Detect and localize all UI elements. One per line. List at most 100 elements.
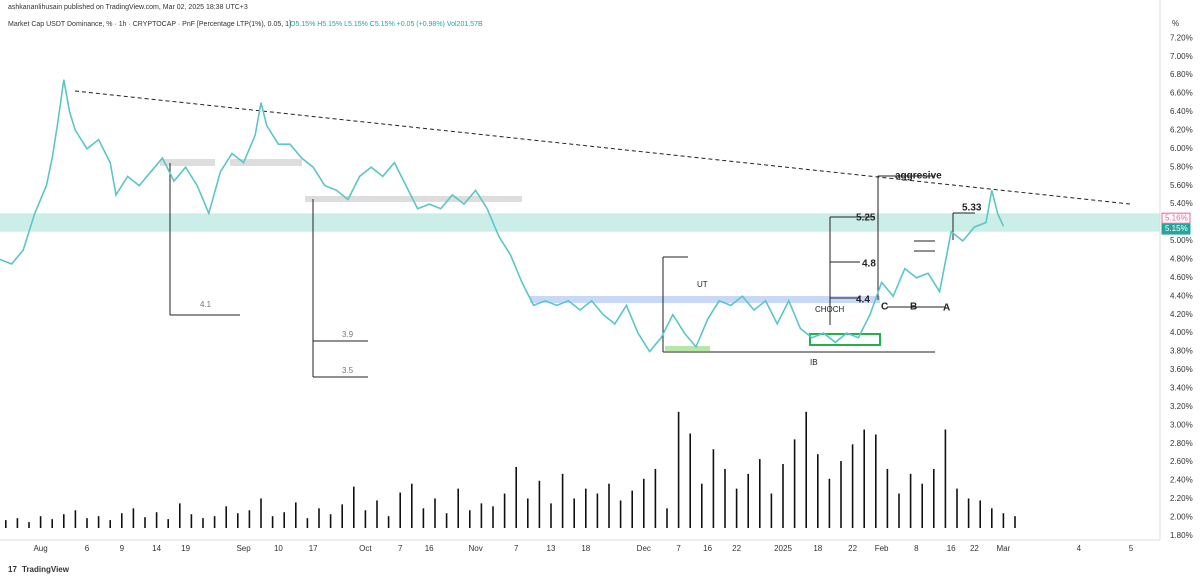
volume-bar [596, 493, 599, 528]
volume-bar [608, 483, 610, 528]
price-label-box [1161, 212, 1191, 224]
volume-bar [689, 433, 691, 528]
price-label: 5.15% [1165, 224, 1188, 233]
x-tick-label: 5 [1129, 544, 1134, 553]
price-label-box [1161, 223, 1191, 235]
volume-bar [341, 504, 343, 528]
x-tick-label: 16 [425, 544, 434, 553]
zone [809, 333, 881, 346]
y-tick-label: 5.60% [1170, 181, 1193, 190]
volume-bar [469, 510, 471, 528]
ohlc: O5.15% H5.15% L5.15% C5.15% +0.05 (+0.98… [290, 21, 483, 28]
volume-bar [121, 513, 123, 528]
x-tick-label: Feb [875, 544, 889, 553]
annotation: 3.5 [342, 366, 354, 375]
volume-bar [399, 492, 401, 528]
x-tick-label: Aug [33, 544, 47, 553]
volume-bar [828, 478, 831, 528]
volume-bar [747, 473, 749, 528]
annotation: 3.9 [342, 330, 354, 339]
x-tick-label: 7 [398, 544, 403, 553]
x-tick-label: Nov [468, 544, 482, 553]
y-tick-label: 2.40% [1170, 476, 1193, 485]
volume-bar [39, 516, 42, 528]
publisher: ashkananlihusain published on TradingVie… [8, 4, 248, 11]
volume-bar [666, 508, 668, 528]
volume-bar [109, 520, 111, 528]
y-tick-label: 3.00% [1170, 420, 1193, 429]
volume-bar [585, 488, 587, 528]
annotation: 4.8 [862, 259, 876, 270]
annotation: IB [810, 358, 818, 367]
volume-bar [619, 500, 622, 528]
volume-bar [329, 514, 332, 528]
volume-bar [74, 510, 77, 528]
volume-bar [793, 439, 796, 528]
y-tick-label: 3.80% [1170, 347, 1193, 356]
volume-bar [654, 468, 657, 528]
y-tick-label: 2.60% [1170, 457, 1193, 466]
annotation: UT [697, 280, 708, 289]
x-tick-label: 10 [274, 544, 283, 553]
volume-bar [248, 510, 251, 528]
x-tick-label: 7 [514, 544, 519, 553]
volume-bar [643, 478, 645, 528]
y-tick-label: 4.80% [1170, 254, 1193, 263]
zone [665, 346, 710, 351]
y-tick-label: 6.80% [1170, 70, 1193, 79]
volume-bar [991, 508, 993, 528]
y-tick-label: 6.60% [1170, 89, 1193, 98]
x-tick-label: Mar [997, 544, 1011, 553]
volume-bar [132, 508, 135, 528]
volume-bar [770, 493, 773, 528]
volume-bar [364, 510, 367, 528]
volume-bar [712, 449, 715, 528]
volume-bar [863, 429, 865, 528]
volume-bar [283, 512, 285, 528]
volume-bar [144, 517, 146, 528]
volume-bar [16, 518, 19, 528]
volume-bar [306, 518, 309, 528]
volume-bar [538, 480, 541, 528]
volume-bar [155, 512, 158, 528]
volume-bar [875, 434, 877, 528]
volume-bar [167, 519, 169, 528]
x-tick-label: Dec [637, 544, 651, 553]
volume-bar [515, 466, 517, 528]
y-tick-label: 6.40% [1170, 107, 1193, 116]
x-tick-label: 9 [120, 544, 125, 553]
zone [530, 296, 880, 303]
volume-bar [782, 464, 784, 528]
volume-bar [86, 518, 88, 528]
y-tick-label: 4.00% [1170, 328, 1193, 337]
volume-bar [422, 508, 425, 528]
volume-bar [967, 498, 970, 528]
y-tick-label: 2.80% [1170, 439, 1193, 448]
volume-bar [573, 498, 575, 528]
x-tick-label: 22 [848, 544, 857, 553]
volume-bar [28, 522, 30, 528]
volume-bar [840, 461, 842, 528]
y-tick-label: 4.60% [1170, 273, 1193, 282]
volume-bar [979, 500, 981, 528]
volume-bar [480, 503, 483, 528]
annotation: A [943, 303, 950, 314]
volume-bar [190, 514, 193, 528]
volume-bar [701, 483, 703, 528]
volume-bar [225, 506, 227, 528]
annotation: B [910, 302, 917, 313]
volume-bar [898, 493, 900, 528]
y-tick-label: 7.00% [1170, 52, 1193, 61]
x-tick-label: Oct [359, 544, 372, 553]
volume-bar [817, 454, 819, 528]
x-tick-label: 16 [703, 544, 712, 553]
x-tick-label: Sep [236, 544, 251, 553]
volume-bar [724, 468, 726, 528]
x-tick-label: 22 [732, 544, 741, 553]
volume-bar [631, 490, 633, 528]
annotation: CHOCH [815, 305, 845, 314]
y-tick-label: 4.40% [1170, 291, 1193, 300]
x-tick-label: 2025 [774, 544, 792, 553]
y-tick-label: 3.60% [1170, 365, 1193, 374]
